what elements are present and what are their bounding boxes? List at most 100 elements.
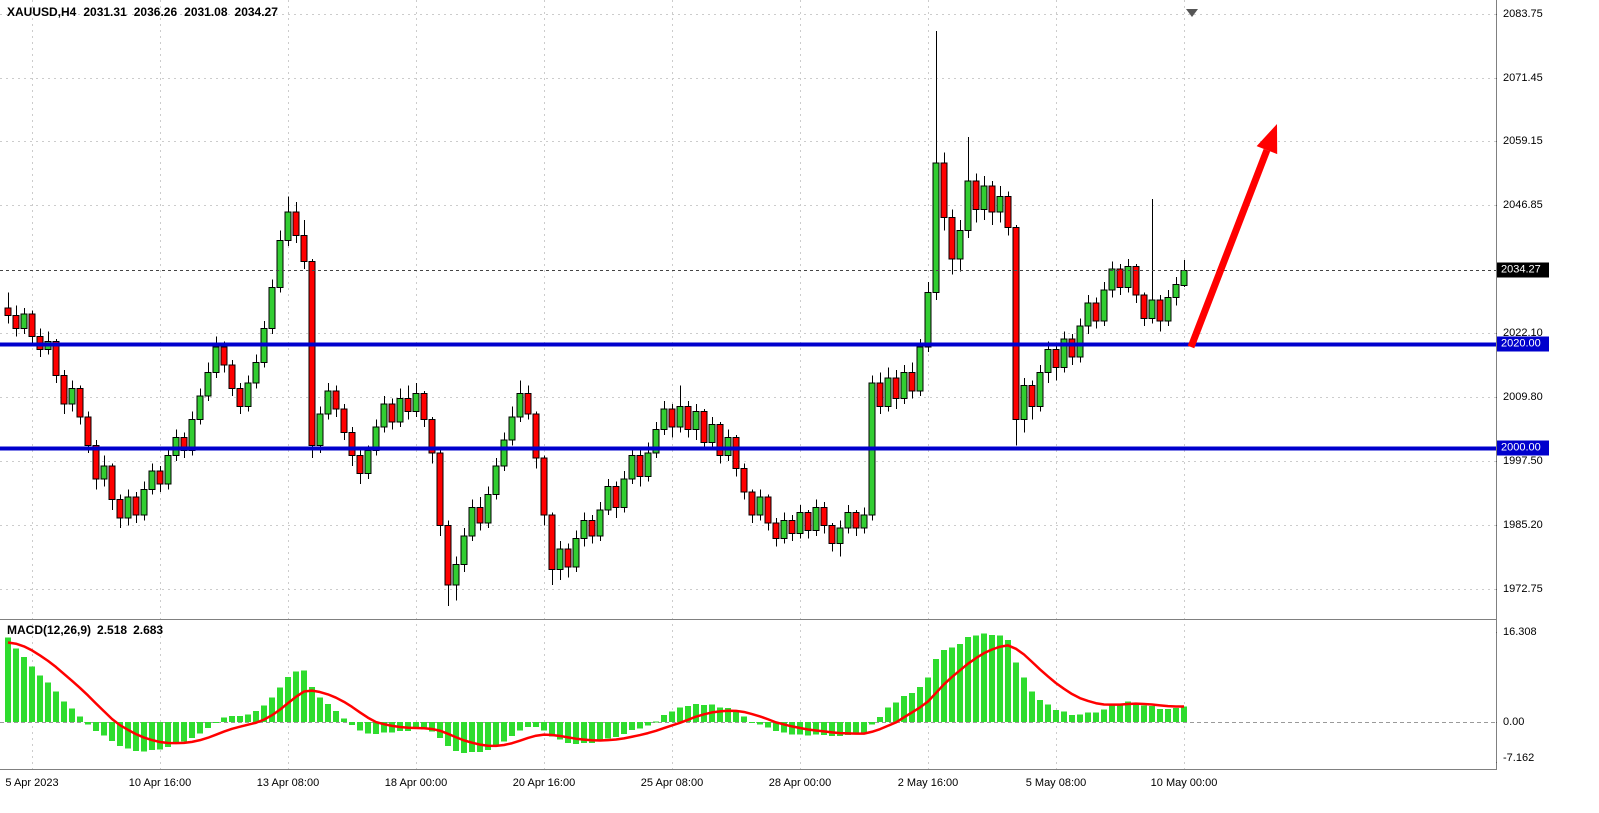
candle-body [100, 465, 108, 480]
candle-body [412, 392, 420, 413]
candle-body [1044, 348, 1052, 374]
candle-body [964, 180, 972, 231]
current-price-label: 2034.27 [1497, 262, 1549, 278]
candle-body [732, 436, 740, 470]
macd-bar [1021, 677, 1027, 722]
candle-body [636, 455, 644, 477]
candle-body [84, 416, 92, 446]
candle-body [676, 405, 684, 428]
macd-bar [117, 722, 123, 746]
candle-body [1164, 297, 1172, 322]
macd-bar [629, 722, 635, 731]
time-axis-label: 13 Apr 08:00 [256, 777, 320, 789]
candle-body [556, 548, 564, 571]
candle-body [452, 563, 460, 586]
candle-body [1012, 227, 1020, 420]
macd-bar [1085, 712, 1091, 722]
candle-body [652, 429, 660, 454]
candle-body [932, 162, 940, 293]
candle-body [468, 506, 476, 537]
candle-body [1004, 196, 1012, 229]
time-axis-label: 28 Apr 00:00 [768, 777, 832, 789]
macd-bar [1125, 701, 1131, 722]
candle-body [1092, 302, 1100, 322]
macd-bar [469, 722, 475, 753]
macd-bar [317, 697, 323, 722]
candle-body [764, 496, 772, 524]
candle-body [156, 470, 164, 485]
candle-body [252, 361, 260, 384]
time-axis-label: 5 Apr 2023 [5, 777, 59, 789]
macd-bar [725, 707, 731, 722]
macd-bar [5, 637, 11, 722]
candle-body [444, 525, 452, 586]
macd-bar [45, 682, 51, 722]
price-axis-label: 2046.85 [1503, 199, 1543, 212]
macd-bar [877, 716, 883, 722]
macd-bar [125, 722, 131, 749]
candle-body [916, 346, 924, 392]
macd-bar [149, 722, 155, 751]
macd-indicator-label: MACD(12,26,9) 2.518 2.683 [7, 623, 163, 637]
macd-bar [837, 722, 843, 736]
macd-bar [509, 722, 515, 737]
chart-shift-marker[interactable] [1186, 9, 1198, 17]
candle-body [220, 346, 228, 366]
macd-bar [389, 722, 395, 733]
macd-bar [645, 722, 651, 726]
macd-bar [901, 696, 907, 722]
candle-body [20, 313, 28, 330]
candle-body [828, 525, 836, 545]
candle-body [572, 537, 580, 568]
candle-body [1028, 385, 1036, 407]
candle-body [1140, 294, 1148, 319]
macd-bar [365, 722, 371, 734]
candle-body [492, 465, 500, 495]
macd-bar [541, 722, 547, 731]
candle-body [108, 465, 116, 501]
candle-body [12, 315, 20, 330]
price-axis-label: 2083.75 [1503, 8, 1543, 20]
macd-bar [525, 722, 531, 727]
candle-body [1068, 338, 1076, 358]
macd-panel[interactable] [0, 620, 1496, 769]
candle-body [564, 548, 572, 568]
macd-bar [405, 722, 411, 731]
macd-bar [893, 702, 899, 722]
price-axis[interactable]: 2083.75 2071.45 2059.15 2046.85 2022.10 2009.… [1497, 0, 1599, 813]
macd-bar [573, 722, 579, 744]
candle-body [692, 411, 700, 431]
candlesticks [4, 30, 1188, 606]
macd-bar [253, 711, 259, 722]
macd-bar [829, 722, 835, 737]
macd-bar [549, 722, 555, 737]
macd-bar [845, 722, 851, 735]
main-chart-panel[interactable] [0, 0, 1496, 619]
time-axis[interactable]: 5 Apr 2023 10 Apr 16:00 13 Apr 08:00 18 Apr… [0, 770, 1599, 800]
candle-body [124, 496, 132, 519]
macd-bar [669, 711, 675, 722]
macd-bar [717, 707, 723, 722]
trend-arrow[interactable] [1187, 124, 1278, 349]
candle-body [276, 240, 284, 288]
candle-body [460, 535, 468, 565]
candle-body [116, 499, 124, 519]
macd-bar [221, 717, 227, 722]
macd-bar [1093, 712, 1099, 722]
candle-body [1124, 266, 1132, 288]
macd-bar [957, 643, 963, 722]
candle-body [324, 390, 332, 415]
candle-body [580, 519, 588, 539]
candle-body [1156, 299, 1164, 322]
candle-body [140, 488, 148, 516]
macd-bar [1173, 708, 1179, 722]
candle-body [308, 260, 316, 446]
candle-body [620, 478, 628, 508]
candle-body [404, 398, 412, 413]
macd-bar [357, 722, 363, 731]
macd-signal-line [7, 641, 1185, 748]
candle-body [628, 455, 636, 480]
price-axis-label: 2009.80 [1503, 391, 1543, 404]
candle-body [1020, 385, 1028, 420]
